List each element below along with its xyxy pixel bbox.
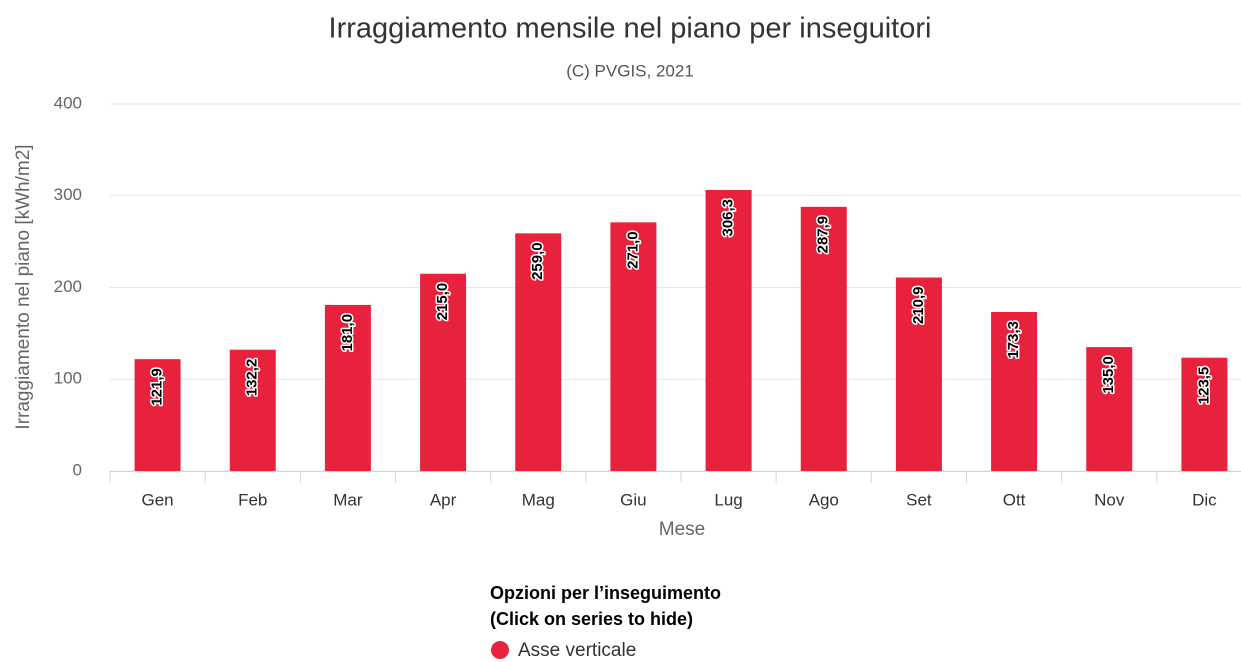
x-tick-label: Gen bbox=[142, 490, 174, 509]
legend-item[interactable]: Asse verticale bbox=[491, 640, 636, 661]
data-label: 132,2 bbox=[244, 359, 261, 397]
bar bbox=[229, 349, 276, 471]
data-label: 121,9 bbox=[149, 368, 166, 406]
bar bbox=[610, 222, 657, 471]
bar bbox=[420, 273, 467, 471]
y-tick-label: 300 bbox=[54, 185, 82, 204]
y-tick-label: 100 bbox=[54, 369, 82, 388]
legend-title: Opzioni per l’inseguimento bbox=[490, 583, 721, 603]
data-label: 181,0 bbox=[339, 314, 356, 352]
bar bbox=[895, 277, 942, 471]
x-axis-title: Mese bbox=[659, 519, 705, 540]
bar bbox=[705, 189, 752, 471]
bar bbox=[991, 311, 1038, 471]
x-tick-label: Ago bbox=[809, 490, 839, 509]
y-axis-title: Irraggiamento nel piano [kWh/m2] bbox=[13, 144, 34, 429]
bar bbox=[515, 233, 562, 471]
bar bbox=[324, 304, 371, 471]
x-tick-label: Dic bbox=[1192, 490, 1217, 509]
bar bbox=[800, 206, 847, 471]
y-tick-label: 200 bbox=[54, 277, 82, 296]
bar bbox=[1181, 357, 1228, 471]
x-tick-label: Ott bbox=[1003, 490, 1026, 509]
x-tick-label: Giu bbox=[620, 490, 646, 509]
x-tick-label: Lug bbox=[714, 490, 742, 509]
x-tick-label: Apr bbox=[430, 490, 457, 509]
x-tick-label: Mag bbox=[522, 490, 555, 509]
data-label: 215,0 bbox=[434, 283, 451, 321]
y-tick-label: 0 bbox=[73, 460, 82, 479]
chart-subtitle: (C) PVGIS, 2021 bbox=[566, 61, 694, 80]
data-label: 287,9 bbox=[815, 216, 832, 254]
x-tick-label: Mar bbox=[333, 490, 363, 509]
data-label: 259,0 bbox=[529, 242, 546, 280]
data-label: 271,0 bbox=[624, 231, 641, 269]
x-tick-label: Set bbox=[906, 490, 932, 509]
legend-title: (Click on series to hide) bbox=[490, 609, 693, 629]
data-label: 135,0 bbox=[1100, 356, 1117, 394]
x-tick-label: Feb bbox=[238, 490, 267, 509]
data-label: 123,5 bbox=[1195, 367, 1212, 405]
x-tick-label: Nov bbox=[1094, 490, 1125, 509]
chart-title: Irraggiamento mensile nel piano per inse… bbox=[329, 13, 932, 45]
legend-symbol[interactable] bbox=[491, 641, 509, 659]
bar bbox=[1086, 347, 1133, 471]
bar bbox=[134, 359, 181, 471]
legend-label[interactable]: Asse verticale bbox=[518, 640, 636, 661]
y-tick-label: 400 bbox=[54, 93, 82, 112]
data-label: 173,3 bbox=[1005, 321, 1022, 359]
data-label: 306,3 bbox=[720, 199, 737, 237]
data-label: 210,9 bbox=[910, 286, 927, 324]
